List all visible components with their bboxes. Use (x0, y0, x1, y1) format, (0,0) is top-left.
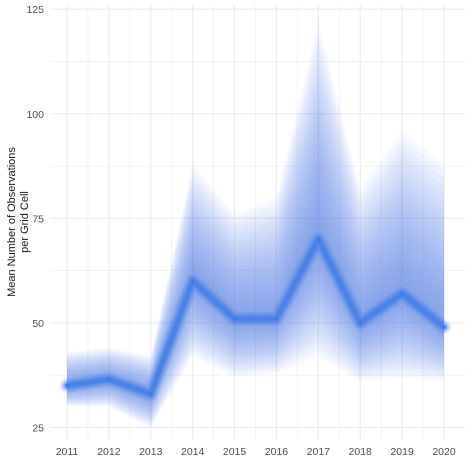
data-point (106, 377, 111, 382)
y-tick-label: 125 (26, 4, 44, 16)
y-axis-ticks: 25 50 75 100 125 (26, 4, 44, 434)
uncertainty-band (67, 209, 444, 399)
series-line-group (60, 232, 451, 401)
x-axis-ticks: 2011 2012 2013 2014 2015 2016 2017 2018 2019 2020 (56, 446, 456, 458)
uncertainty-band (67, 160, 444, 407)
uncertainty-band (67, 41, 444, 425)
x-tick-label: 2011 (56, 446, 79, 458)
data-point (148, 391, 153, 396)
data-point (400, 291, 405, 296)
uncertainty-band (67, 150, 444, 408)
x-tick-label: 2012 (97, 446, 121, 458)
uncertainty-band (67, 120, 444, 413)
y-tick-label: 100 (26, 109, 44, 121)
uncertainty-band (67, 51, 444, 423)
x-tick-label: 2013 (139, 446, 163, 458)
uncertainty-band (67, 71, 444, 420)
data-point (232, 316, 237, 321)
y-tick-label: 50 (32, 318, 44, 330)
uncertainty-band (67, 100, 444, 416)
uncertainty-band (67, 140, 444, 410)
y-axis-title-line2: per Grid Cell (19, 191, 31, 253)
data-point (65, 383, 69, 388)
data-point (442, 325, 446, 330)
x-tick-label: 2016 (265, 446, 289, 458)
uncertainty-band (67, 81, 444, 419)
x-tick-label: 2015 (223, 446, 247, 458)
uncertainty-band (67, 170, 444, 405)
uncertainty-band (67, 189, 444, 402)
y-tick-label: 75 (32, 213, 44, 225)
data-point (358, 320, 363, 325)
uncertainty-band (67, 21, 444, 428)
uncertainty-band (67, 31, 444, 426)
x-tick-label: 2019 (390, 446, 414, 458)
data-point (274, 316, 279, 321)
grid-lines (50, 5, 465, 440)
x-tick-label: 2017 (307, 446, 331, 458)
uncertainty-band (67, 61, 444, 422)
uncertainty-band (67, 110, 444, 414)
x-tick-label: 2014 (181, 446, 205, 458)
x-tick-label: 2020 (432, 446, 456, 458)
uncertainty-band (67, 130, 444, 411)
uncertainty-band (67, 90, 444, 417)
data-point (190, 279, 195, 284)
uncertainty-bands (67, 21, 444, 428)
uncertainty-band (67, 199, 444, 401)
series-line (65, 237, 446, 396)
data-point (316, 237, 321, 242)
x-tick-label: 2018 (349, 446, 373, 458)
y-axis-title-line1: Mean Number of Observations (6, 147, 18, 297)
uncertainty-band (67, 179, 444, 404)
y-tick-label: 25 (32, 422, 44, 434)
